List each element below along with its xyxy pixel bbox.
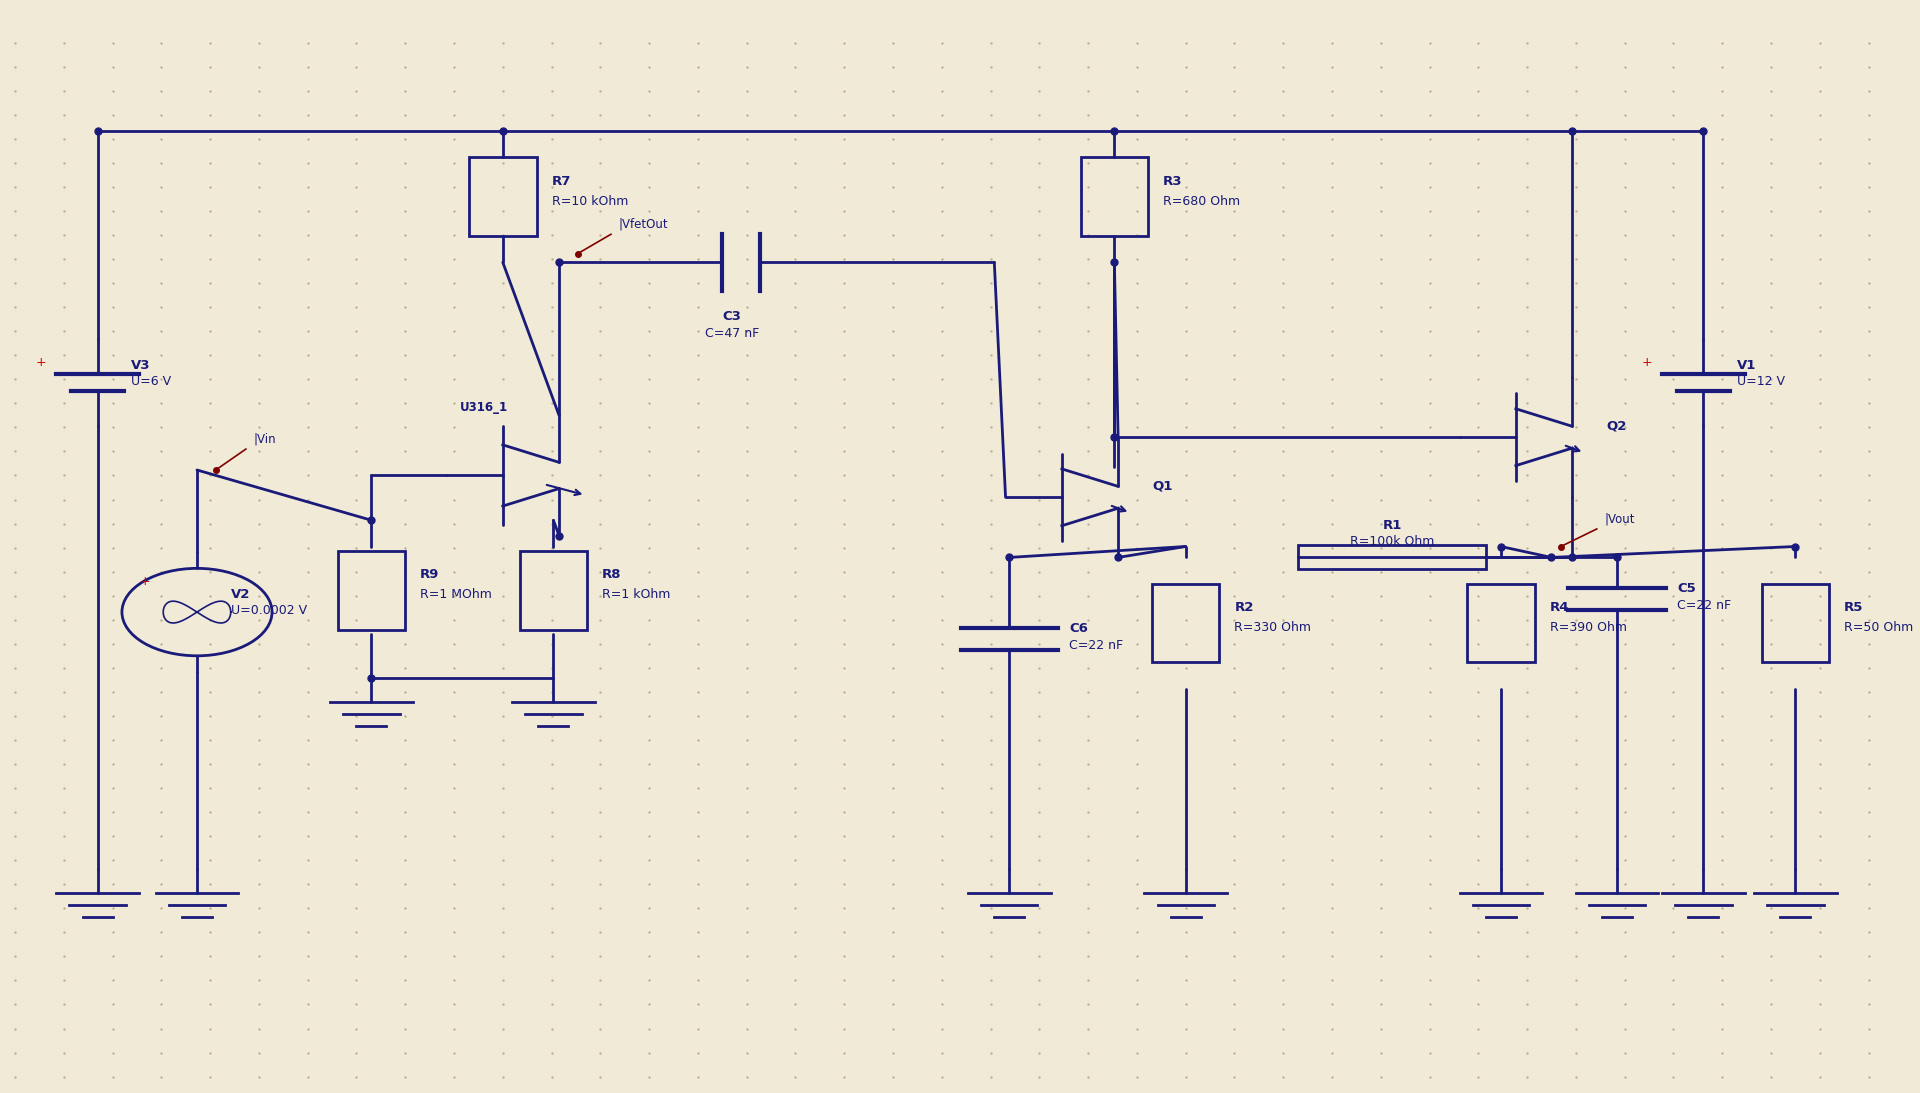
Text: R=390 Ohm: R=390 Ohm [1549, 621, 1626, 634]
Text: V3: V3 [131, 359, 152, 372]
Text: R7: R7 [551, 175, 570, 188]
Bar [520, 551, 588, 630]
Text: U=0.0002 V: U=0.0002 V [230, 604, 307, 618]
Text: R=100k Ohm: R=100k Ohm [1350, 534, 1434, 548]
Text: C=22 nF: C=22 nF [1678, 599, 1732, 612]
Text: C5: C5 [1678, 581, 1695, 595]
Text: C=47 nF: C=47 nF [705, 327, 758, 340]
Text: R9: R9 [420, 568, 440, 581]
Text: R8: R8 [603, 568, 622, 581]
Text: R=50 Ohm: R=50 Ohm [1843, 621, 1914, 634]
Text: R=1 MOhm: R=1 MOhm [420, 588, 492, 601]
Text: C6: C6 [1069, 622, 1089, 635]
Text: R3: R3 [1164, 175, 1183, 188]
Text: R1: R1 [1382, 519, 1402, 532]
Bar [338, 551, 405, 630]
Text: V1: V1 [1738, 359, 1757, 372]
Text: |Vout: |Vout [1605, 513, 1634, 526]
Text: C3: C3 [722, 310, 741, 324]
Text: R5: R5 [1843, 601, 1864, 614]
Text: |VfetOut: |VfetOut [618, 218, 668, 231]
Text: R=680 Ohm: R=680 Ohm [1164, 195, 1240, 208]
Text: Q1: Q1 [1152, 480, 1173, 493]
Text: V2: V2 [230, 588, 250, 601]
Text: +: + [138, 575, 150, 588]
Text: U=12 V: U=12 V [1738, 375, 1786, 388]
Text: U=6 V: U=6 V [131, 375, 171, 388]
Bar [1298, 545, 1486, 569]
Text: C=22 nF: C=22 nF [1069, 639, 1123, 653]
Text: R2: R2 [1235, 601, 1254, 614]
Bar [1467, 584, 1534, 662]
Bar [1081, 157, 1148, 236]
Text: +: + [36, 356, 46, 369]
Bar [468, 157, 536, 236]
Text: |Vin: |Vin [253, 433, 276, 446]
Text: U316_1: U316_1 [461, 401, 509, 414]
Text: R=1 kOhm: R=1 kOhm [603, 588, 670, 601]
Text: R4: R4 [1549, 601, 1569, 614]
Text: R=330 Ohm: R=330 Ohm [1235, 621, 1311, 634]
Text: +: + [1642, 356, 1653, 369]
Bar [1152, 584, 1219, 662]
Text: Q2: Q2 [1605, 420, 1626, 433]
Text: R=10 kOhm: R=10 kOhm [551, 195, 628, 208]
Bar [1763, 584, 1830, 662]
